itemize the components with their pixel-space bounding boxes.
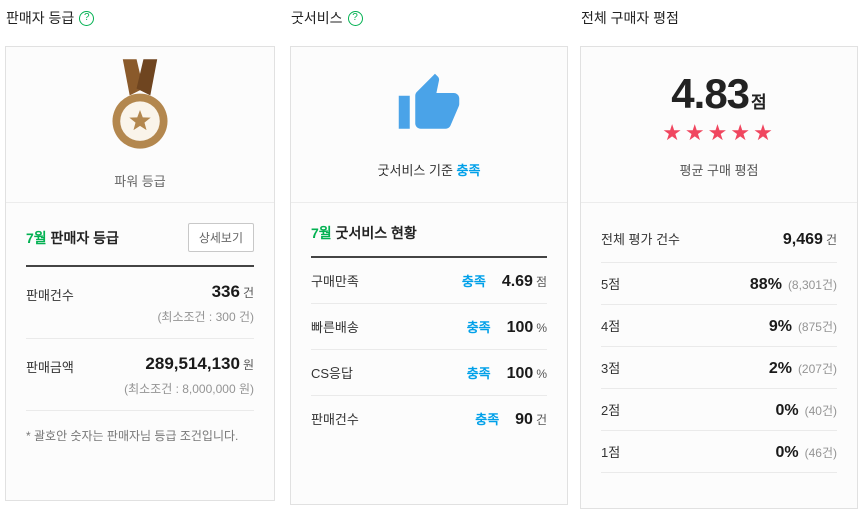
buyer-rating-title: 전체 구매자 평점: [581, 10, 679, 26]
sales-amount-row: 판매금액 289,514,130 원 (최소조건 : 8,000,000 원): [26, 339, 254, 411]
met-badge: 충족: [466, 320, 491, 335]
sales-amount-condition: (최소조건 : 8,000,000 원): [124, 382, 254, 396]
thumbs-up-icon: [396, 71, 462, 142]
good-service-header: 굿서비스 ?: [290, 0, 568, 46]
fast-shipping-row: 빠른배송 충족 100 %: [311, 304, 547, 350]
seller-grade-section-head: 7월 판매자 등급 상세보기: [26, 223, 254, 267]
good-service-title: 굿서비스: [291, 10, 343, 26]
rating-row-1: 1점 0% (46건): [601, 431, 837, 473]
seller-grade-section-title: 7월 판매자 등급: [26, 229, 119, 246]
met-badge: 충족: [475, 412, 500, 427]
sales-count-condition: (최소조건 : 300 건): [157, 310, 254, 324]
help-icon[interactable]: ?: [347, 10, 363, 26]
rating-row-2: 2점 0% (40건): [601, 389, 837, 431]
seller-grade-title: 판매자 등급: [6, 10, 75, 26]
grade-badge-label: 파워 등급: [114, 174, 166, 189]
sales-amount-value: 289,514,130 원: [145, 354, 254, 373]
rating-row-3: 3점 2% (207건): [601, 347, 837, 389]
month-label: 7월: [26, 229, 47, 246]
purchase-satisfaction-row: 구매만족 충족 4.69 점: [311, 258, 547, 304]
seller-grade-column: 판매자 등급 ? 파워 등급 7월: [5, 0, 275, 517]
status-met-label: 충족: [456, 162, 481, 178]
good-service-card-body: 7월 굿서비스 현황 구매만족 충족 4.69 점 빠른배송 충족 100: [291, 203, 567, 441]
met-badge: 충족: [466, 366, 491, 381]
grade-footnote: * 괄호안 숫자는 판매자님 등급 조건입니다.: [26, 429, 239, 443]
good-service-section-head: 7월 굿서비스 현황: [311, 223, 547, 258]
detail-view-button[interactable]: 상세보기: [187, 223, 254, 252]
met-badge: 충족: [461, 274, 486, 289]
sales-count-row: 판매건수 336 건 (최소조건 : 300 건): [26, 267, 254, 339]
seller-grade-card-body: 7월 판매자 등급 상세보기 판매건수 336 건 (최소조건 : 300 건) …: [6, 203, 274, 444]
total-reviews-row: 전체 평가 건수 9,469 건: [601, 223, 837, 263]
cs-response-row: CS응답 충족 100 %: [311, 350, 547, 396]
medal-icon: [97, 59, 183, 159]
average-score: 4.83 점: [671, 70, 767, 117]
sales-count-row: 판매건수 충족 90 건: [311, 411, 547, 428]
month-label: 7월: [311, 225, 332, 241]
rating-caption: 평균 구매 평점: [679, 163, 759, 178]
good-service-column: 굿서비스 ? 굿서비스 기준 충족 7월 굿서비스 현황: [290, 0, 568, 517]
help-icon[interactable]: ?: [79, 10, 95, 26]
rating-row-5: 5점 88% (8,301건): [601, 263, 837, 305]
star-rating-icon: ★★★★★: [662, 120, 776, 145]
buyer-rating-card: 4.83 점 ★★★★★ 평균 구매 평점 전체 평가 건수 9,469 건 5…: [580, 46, 858, 509]
good-service-status: 굿서비스 기준 충족: [377, 162, 481, 178]
seller-grade-card-top: 파워 등급: [6, 47, 274, 203]
seller-grade-card: 파워 등급 7월 판매자 등급 상세보기 판매건수 336 건 (최소조건 : 3…: [5, 46, 275, 501]
buyer-rating-header: 전체 구매자 평점: [580, 0, 858, 46]
buyer-rating-column: 전체 구매자 평점 4.83 점 ★★★★★ 평균 구매 평점 전체 평가 건수…: [580, 0, 858, 517]
seller-grade-header: 판매자 등급 ?: [5, 0, 275, 46]
buyer-rating-card-body: 전체 평가 건수 9,469 건 5점 88% (8,301건) 4점: [581, 203, 857, 473]
good-service-card-top: 굿서비스 기준 충족: [291, 47, 567, 203]
buyer-rating-card-top: 4.83 점 ★★★★★ 평균 구매 평점: [581, 47, 857, 203]
rating-row-4: 4점 9% (875건): [601, 305, 837, 347]
good-service-section-title: 7월 굿서비스 현황: [311, 225, 417, 241]
good-service-card: 굿서비스 기준 충족 7월 굿서비스 현황 구매만족 충족 4.69 점: [290, 46, 568, 505]
sales-count-value: 336 건: [211, 282, 254, 301]
